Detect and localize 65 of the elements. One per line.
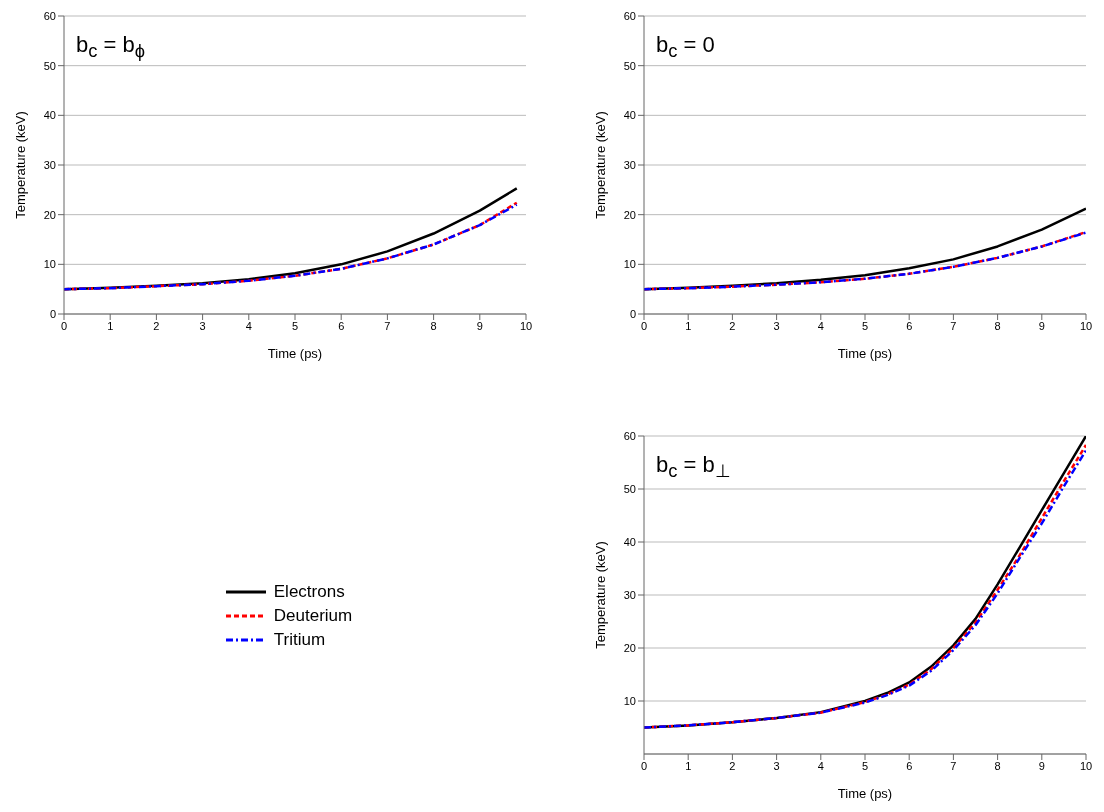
x-tick-label: 5 xyxy=(861,319,869,332)
y-tick-label: 60 xyxy=(623,429,636,442)
x-tick-label: 5 xyxy=(861,759,869,772)
x-tick-label: 3 xyxy=(199,319,206,332)
y-axis-title: Temperature (keV) xyxy=(592,541,608,649)
x-tick-label: 10 xyxy=(519,319,533,332)
x-tick-label: 1 xyxy=(685,319,692,332)
x-tick-label: 10 xyxy=(1079,759,1093,772)
x-tick-label: 1 xyxy=(685,759,692,772)
x-tick-label: 9 xyxy=(1038,759,1045,772)
x-tick-label: 5 xyxy=(291,319,299,332)
x-axis-title: Time (ps) xyxy=(267,346,323,361)
y-tick-label: 60 xyxy=(623,9,636,22)
y-tick-label: 10 xyxy=(623,258,636,271)
y-tick-label: 50 xyxy=(623,482,636,495)
y-axis-title: Temperature (keV) xyxy=(12,111,28,219)
x-tick-label: 8 xyxy=(994,319,1001,332)
y-tick-label: 0 xyxy=(49,307,56,320)
annotation: b$_{c}$ = b$_{ϕ}$ xyxy=(76,32,145,63)
x-tick-label: 4 xyxy=(817,319,824,332)
x-tick-label: 2 xyxy=(153,319,160,332)
legend-label: Tritium xyxy=(273,630,326,650)
x-tick-label: 4 xyxy=(245,319,252,332)
y-tick-label: 30 xyxy=(623,158,636,171)
x-axis-title: Time (ps) xyxy=(837,786,893,801)
x-tick-label: 7 xyxy=(384,319,391,332)
legend-label: Electrons xyxy=(273,582,345,602)
legend-label: Deuterium xyxy=(273,606,353,626)
x-tick-label: 9 xyxy=(1038,319,1045,332)
annotation: b$_{c}$ = 0 xyxy=(656,32,715,63)
x-tick-label: 9 xyxy=(476,319,483,332)
y-tick-label: 20 xyxy=(623,208,636,221)
y-tick-label: 20 xyxy=(623,641,636,654)
x-tick-label: 1 xyxy=(107,319,114,332)
y-tick-label: 40 xyxy=(623,535,636,548)
y-tick-label: 30 xyxy=(623,588,636,601)
y-tick-label: 20 xyxy=(43,208,56,221)
x-tick-label: 6 xyxy=(906,319,913,332)
x-tick-label: 6 xyxy=(338,319,345,332)
y-tick-label: 60 xyxy=(43,9,56,22)
x-tick-label: 3 xyxy=(773,759,780,772)
x-axis-title: Time (ps) xyxy=(837,346,893,361)
y-tick-label: 0 xyxy=(629,307,636,320)
x-tick-label: 0 xyxy=(640,759,648,772)
x-tick-label: 0 xyxy=(640,319,648,332)
x-tick-label: 7 xyxy=(950,759,957,772)
y-tick-label: 10 xyxy=(43,258,56,271)
y-axis-title: Temperature (keV) xyxy=(592,111,608,219)
y-tick-label: 40 xyxy=(623,109,636,122)
x-tick-label: 8 xyxy=(994,759,1001,772)
x-tick-label: 10 xyxy=(1079,319,1093,332)
x-tick-label: 8 xyxy=(430,319,437,332)
x-tick-label: 2 xyxy=(729,319,736,332)
annotation: b$_{c}$ = b$_{⊥}$ xyxy=(656,452,731,483)
y-tick-label: 10 xyxy=(623,694,636,707)
x-tick-label: 4 xyxy=(817,759,824,772)
x-tick-label: 3 xyxy=(773,319,780,332)
y-tick-label: 40 xyxy=(43,109,56,122)
x-tick-label: 7 xyxy=(950,319,957,332)
x-tick-label: 2 xyxy=(729,759,736,772)
y-tick-label: 50 xyxy=(43,59,56,72)
x-tick-label: 6 xyxy=(906,759,913,772)
x-tick-label: 0 xyxy=(60,319,68,332)
y-tick-label: 50 xyxy=(623,59,636,72)
y-tick-label: 30 xyxy=(43,158,56,171)
